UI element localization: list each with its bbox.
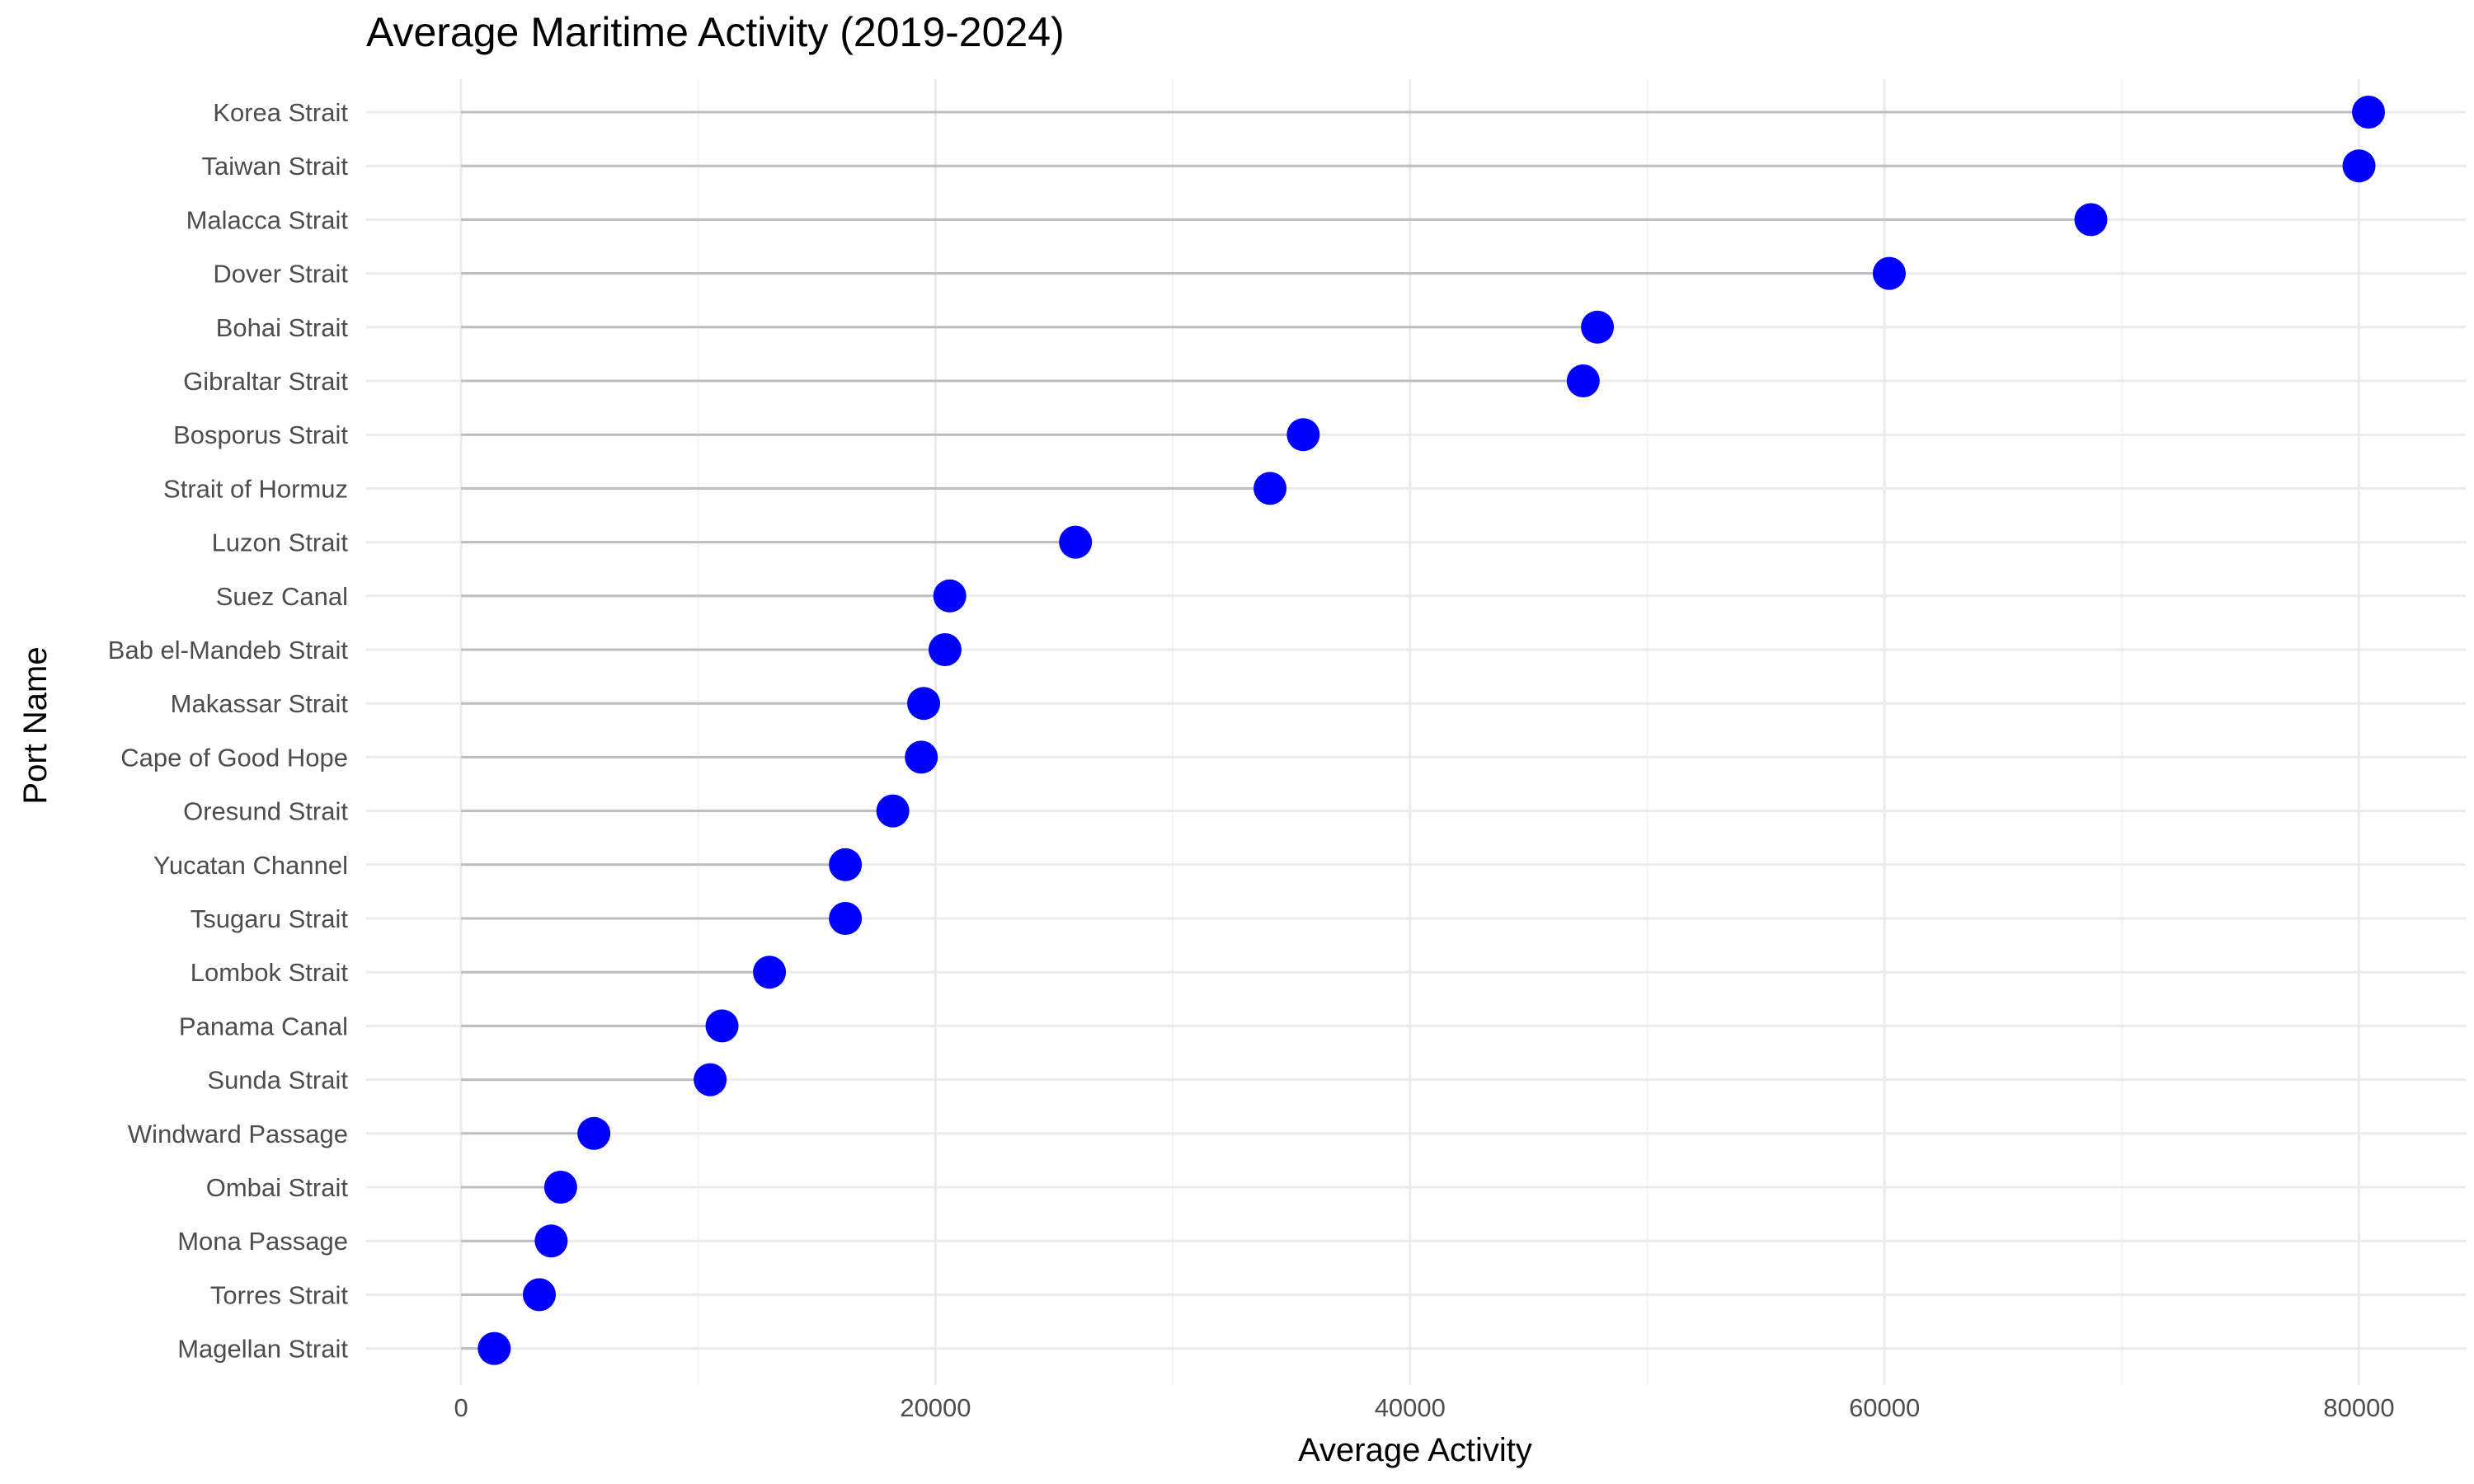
y-tick-label: Luzon Strait [212,528,349,557]
data-point [577,1116,611,1150]
chart-title: Average Maritime Activity (2019-2024) [366,9,1065,55]
y-axis-tick-labels: Korea Strait Taiwan Strait Malacca Strait D… [108,98,349,1364]
data-point [905,740,938,774]
y-tick-label: Bab el-Mandeb Strait [108,636,349,665]
y-tick-label: Taiwan Strait [202,152,349,181]
data-point [1566,364,1600,397]
data-point [2352,96,2386,129]
y-axis-title: Port Name [17,646,54,804]
y-tick-label: Gibraltar Strait [183,367,348,396]
data-point [1253,472,1287,505]
y-tick-label: Torres Strait [210,1280,348,1309]
data-point [928,633,962,666]
lollipop-points [477,96,2386,1365]
y-tick-label: Oresund Strait [183,797,348,826]
data-point [477,1331,511,1365]
y-tick-label: Suez Canal [216,582,348,611]
lollipop-stems [461,110,2369,1350]
x-tick-label: 0 [454,1393,468,1422]
data-point [534,1224,568,1258]
y-tick-label: Ombai Strait [206,1173,349,1202]
y-tick-label: Sunda Strait [207,1066,348,1095]
data-point [2074,203,2108,237]
data-point [829,848,863,881]
x-tick-label: 60000 [1849,1393,1920,1422]
y-tick-label: Malacca Strait [186,205,349,234]
data-point [1059,525,1093,559]
grid-lines [366,79,2466,1385]
x-tick-label: 80000 [2323,1393,2394,1422]
y-tick-label: Korea Strait [213,98,348,127]
data-point [933,579,967,613]
y-tick-label: Mona Passage [177,1227,348,1256]
y-tick-label: Magellan Strait [177,1335,348,1364]
data-point [694,1063,727,1097]
y-tick-label: Panama Canal [179,1012,348,1040]
y-tick-label: Windward Passage [128,1120,348,1148]
x-tick-label: 20000 [900,1393,971,1422]
y-tick-label: Strait of Hormuz [163,474,348,503]
y-tick-label: Tsugaru Strait [190,904,349,933]
x-axis-title: Average Activity [1298,1432,1532,1468]
y-tick-label: Bosporus Strait [173,420,348,449]
data-point [829,902,863,935]
data-point [543,1171,577,1204]
data-point [523,1278,557,1312]
y-tick-label: Yucatan Channel [153,851,348,880]
data-point [907,687,941,721]
y-tick-label: Lombok Strait [190,958,349,987]
data-point [876,794,910,828]
y-tick-label: Dover Strait [213,260,348,289]
x-tick-label: 40000 [1375,1393,1446,1422]
data-point [705,1009,739,1043]
data-point [2342,149,2376,183]
y-tick-label: Makassar Strait [171,689,349,718]
data-point [1872,256,1906,290]
x-axis-tick-labels: 0 20000 40000 60000 80000 [454,1393,2394,1422]
data-point [753,956,787,989]
data-point [1286,418,1320,452]
data-point [1581,310,1615,344]
y-tick-label: Cape of Good Hope [120,743,348,772]
y-tick-label: Bohai Strait [216,313,349,342]
